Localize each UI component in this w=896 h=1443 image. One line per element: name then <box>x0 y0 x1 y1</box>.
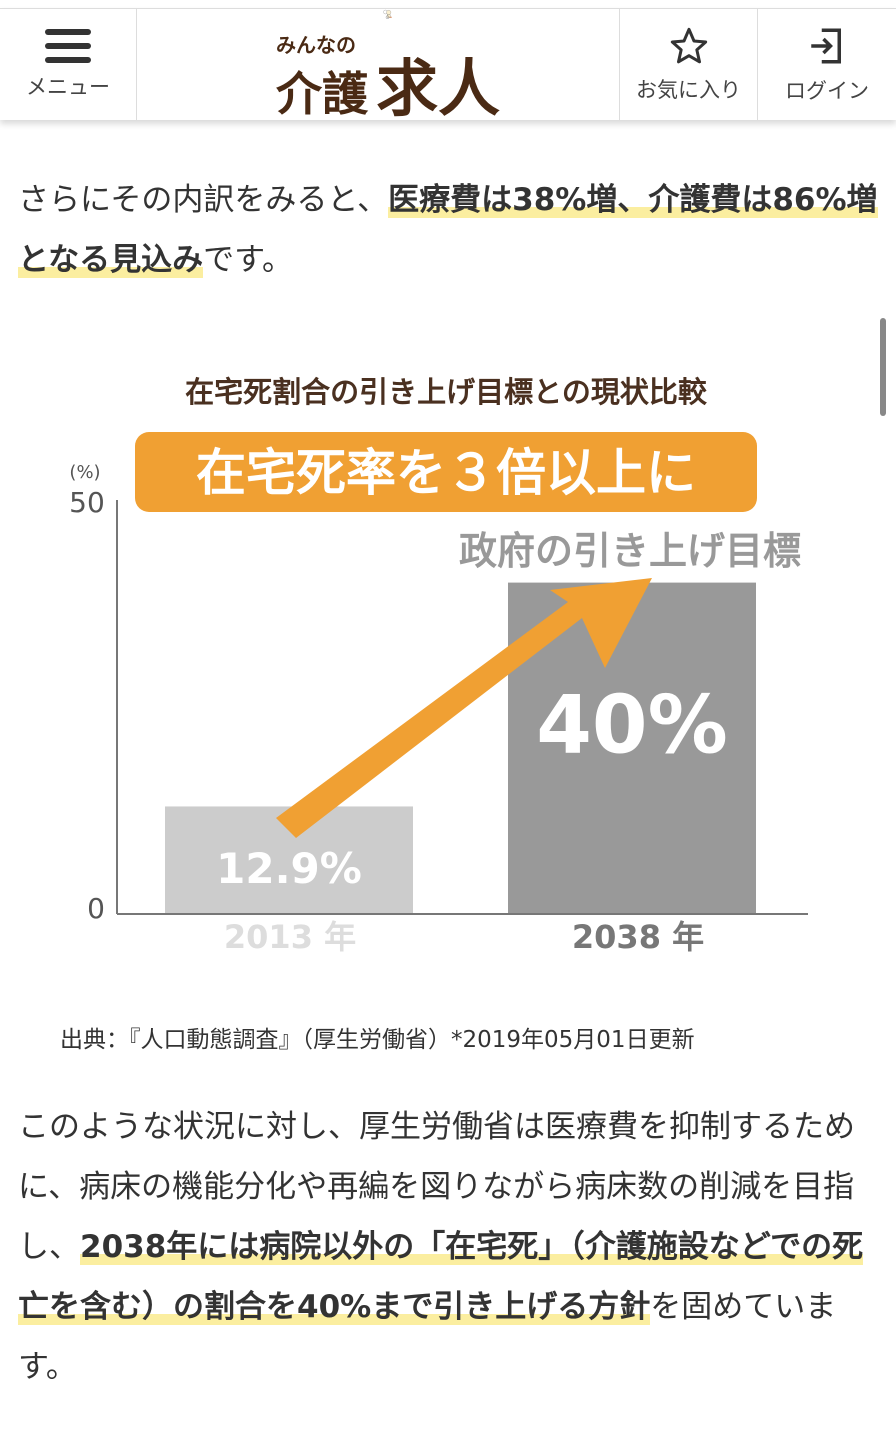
logo-text-big: 求人 <box>375 52 500 125</box>
intro-text: さらにその内訳をみると、 <box>18 182 389 218</box>
intro-paragraph: さらにその内訳をみると、医療費は38%増、介護費は86%増となる見込みです。 <box>18 170 878 290</box>
y-tick-50: 50 <box>69 486 105 519</box>
favorites-label: お気に入り <box>636 77 741 102</box>
site-header: メニュー みんなの 介護 求人 お気に入り ログイン <box>0 8 896 120</box>
intro-text-end: です。 <box>203 242 293 278</box>
body-paragraph: このような状況に対し、厚生労働省は医療費を抑制するために、病床の機能分化や再編を… <box>18 1097 878 1397</box>
banner-box <box>135 432 757 512</box>
login-icon <box>811 28 841 63</box>
menu-button[interactable]: メニュー <box>0 9 137 120</box>
scrollbar[interactable] <box>880 318 886 416</box>
home-death-chart: 在宅死割合の引き上げ目標との現状比較 (%) 50 0 12.9% 40% 在宅… <box>69 375 808 956</box>
logo-text-small: みんなの <box>275 33 356 57</box>
y-unit: (%) <box>69 462 100 483</box>
target-annotation: 政府の引き上げ目標 <box>459 529 801 573</box>
star-icon <box>670 27 707 63</box>
increase-arrow <box>276 578 652 838</box>
data-label-2038: 40% <box>536 679 727 772</box>
site-logo[interactable]: みんなの 介護 求人 <box>137 9 620 120</box>
menu-label: メニュー <box>26 74 110 99</box>
cat-mascot-icon <box>383 9 392 19</box>
banner-text: 在宅死率を３倍以上に <box>196 444 696 502</box>
x-label-2013: 2013 年 <box>224 918 356 956</box>
chart-title: 在宅死割合の引き上げ目標との現状比較 <box>185 375 708 409</box>
body-text: このような状況に対し、厚生労働省は医療費を抑制するために、病床の機能分化や再編を… <box>18 1109 855 1265</box>
login-button[interactable]: ログイン <box>758 9 896 120</box>
login-label: ログイン <box>785 78 869 103</box>
data-label-2013: 12.9% <box>216 844 362 893</box>
hamburger-icon <box>45 28 91 63</box>
logo-text-brand: 介護 <box>275 67 368 121</box>
x-label-2038: 2038 年 <box>572 918 704 956</box>
y-tick-0: 0 <box>87 892 105 925</box>
body-text-end: を固めています。 <box>18 1289 837 1385</box>
favorites-button[interactable]: お気に入り <box>620 9 758 120</box>
chart-source: 出典：『人口動態調査』（厚生労働省）*2019年05月01日更新 <box>60 1027 695 1053</box>
